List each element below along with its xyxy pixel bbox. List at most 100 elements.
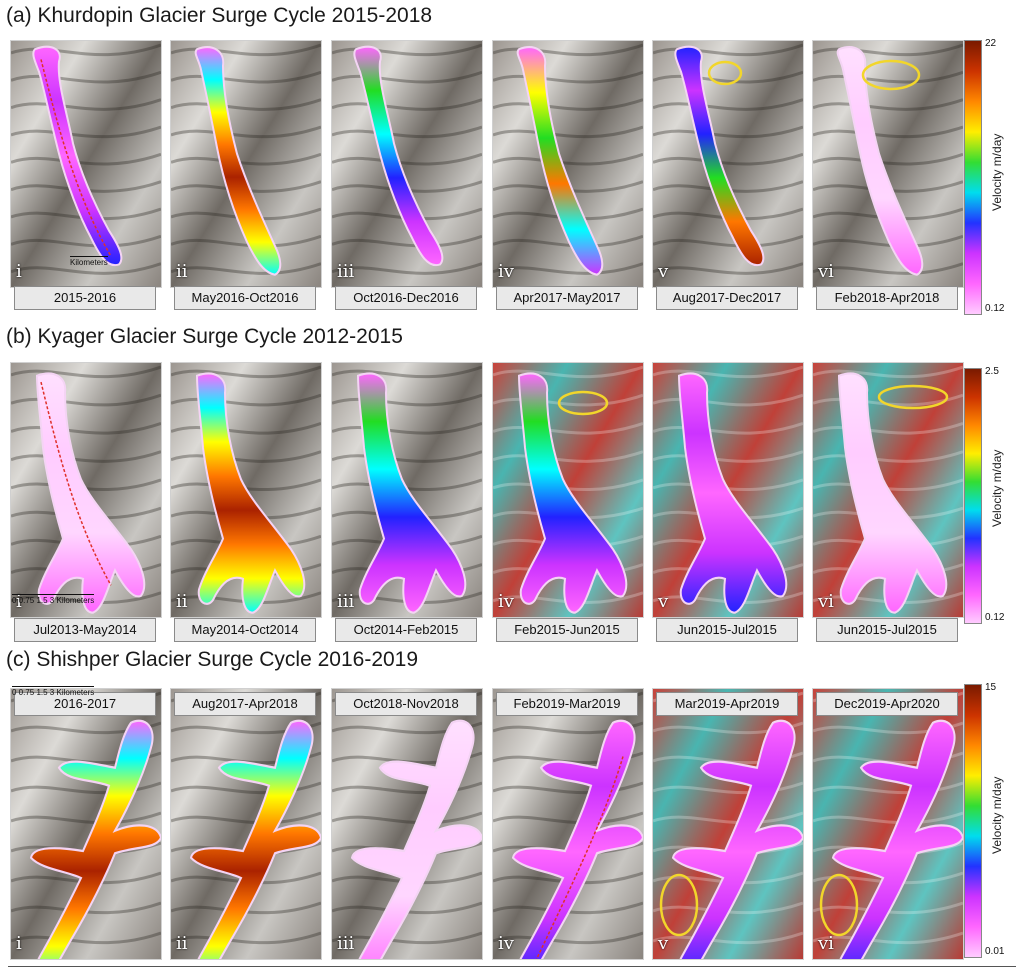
terrain-ridge — [332, 262, 482, 275]
tile-date-label: Feb2015-Jun2015 — [496, 618, 638, 642]
terrain-ridge — [653, 931, 803, 945]
glacier-outline — [836, 46, 924, 276]
glacier-outline — [831, 719, 963, 959]
terrain-ridge — [11, 43, 161, 57]
terrain-ridge — [813, 781, 963, 795]
terrain-ridge — [332, 98, 482, 111]
terrain-ridge — [171, 70, 321, 84]
glacier-velocity-map: i — [10, 688, 162, 960]
tile-numeral: i — [16, 261, 22, 282]
terrain-ridge — [813, 931, 963, 945]
terrain-ridge — [493, 98, 643, 111]
glacier-velocity-map: iii — [331, 688, 483, 960]
terrain-ridge — [653, 781, 803, 795]
glacier-velocity-map: ii — [170, 362, 322, 618]
terrain-ridge — [493, 871, 643, 885]
terrain-ridge — [813, 365, 963, 379]
terrain-ridge — [11, 70, 161, 84]
colorbar-title: Velocity m/day — [990, 449, 1004, 527]
terrain-ridge — [11, 811, 161, 825]
velocity-colorbar — [964, 684, 982, 958]
highlight-ellipse — [877, 384, 949, 410]
terrain-ridge — [813, 207, 963, 221]
highlight-ellipse — [861, 59, 921, 91]
bottom-rule — [8, 966, 1016, 967]
glacier-velocity-map: v — [652, 40, 804, 288]
glacier-velocity-map: iv — [492, 40, 644, 288]
terrain-ridge — [332, 781, 482, 795]
terrain-ridge — [493, 125, 643, 139]
terrain-ridge — [813, 393, 963, 407]
glacier-velocity-map: vi — [812, 688, 964, 960]
tile-numeral: iv — [498, 591, 514, 612]
terrain-ridge — [493, 591, 643, 604]
tile-date-label: May2016-Oct2016 — [174, 286, 316, 310]
terrain-background — [171, 41, 321, 287]
centerline-profile — [535, 756, 624, 959]
terrain-ridge — [171, 811, 321, 825]
glacier-outline — [511, 719, 643, 959]
tile-date-label: Aug2017-Dec2017 — [656, 286, 798, 310]
terrain-ridge — [653, 422, 803, 435]
tile-date-label: Jun2015-Jul2015 — [816, 618, 958, 642]
terrain-background — [332, 41, 482, 287]
glacier-outline — [35, 372, 146, 614]
terrain-ridge — [493, 43, 643, 57]
glacier-outline — [671, 719, 803, 959]
terrain-ridge — [653, 393, 803, 407]
terrain-background — [813, 41, 963, 287]
glacier-outline — [195, 372, 306, 614]
terrain-ridge — [813, 591, 963, 604]
tile-numeral: ii — [176, 933, 188, 954]
tile-numeral: vi — [818, 261, 834, 282]
terrain-ridge — [653, 125, 803, 139]
terrain-ridge — [11, 591, 161, 604]
terrain-ridge — [332, 422, 482, 435]
terrain-ridge — [11, 781, 161, 795]
terrain-ridge — [11, 234, 161, 248]
terrain-ridge — [493, 365, 643, 379]
terrain-ridge — [493, 931, 643, 945]
terrain-ridge — [11, 422, 161, 435]
tile-date-label: Oct2014-Feb2015 — [335, 618, 477, 642]
highlight-ellipse — [557, 390, 609, 416]
terrain-ridge — [171, 43, 321, 57]
terrain-ridge — [653, 262, 803, 275]
terrain-ridge — [171, 871, 321, 885]
tile-date-label: Aug2017-Apr2018 — [174, 692, 316, 716]
terrain-ridge — [813, 811, 963, 825]
terrain-ridge — [171, 422, 321, 435]
glacier-velocity-map: ii — [170, 40, 322, 288]
colorbar-max-label: 22 — [985, 38, 997, 49]
terrain-ridge — [493, 262, 643, 275]
tile-date-label: Oct2018-Nov2018 — [335, 692, 477, 716]
terrain-background — [653, 41, 803, 287]
terrain-ridge — [653, 365, 803, 379]
terrain-ridge — [332, 43, 482, 57]
glacier-velocity-map: vi — [812, 40, 964, 288]
highlight-ellipse — [659, 873, 699, 937]
tile-numeral: ii — [176, 591, 188, 612]
colorbar-max-label: 2.5 — [985, 366, 999, 377]
terrain-ridge — [171, 207, 321, 221]
velocity-colorbar — [964, 40, 982, 315]
terrain-ridge — [653, 811, 803, 825]
terrain-ridge — [493, 393, 643, 407]
glacier-outline — [194, 46, 282, 276]
terrain-background — [493, 41, 643, 287]
tile-date-label: Jul2013-May2014 — [14, 618, 156, 642]
terrain-ridge — [171, 393, 321, 407]
centerline-profile — [40, 59, 112, 257]
terrain-ridge — [493, 781, 643, 795]
terrain-ridge — [171, 234, 321, 248]
terrain-ridge — [171, 125, 321, 139]
tile-numeral: iii — [337, 261, 355, 282]
tile-date-label: 2015-2016 — [14, 286, 156, 310]
colorbar-title: Velocity m/day — [990, 776, 1004, 854]
glacier-velocity-map: iv — [492, 362, 644, 618]
panel-title: (a) Khurdopin Glacier Surge Cycle 2015-2… — [6, 4, 433, 27]
glacier-velocity-map: v — [652, 688, 804, 960]
terrain-ridge — [332, 393, 482, 407]
glacier-outline — [32, 45, 123, 267]
tile-date-label: 2016-2017 — [14, 692, 156, 716]
